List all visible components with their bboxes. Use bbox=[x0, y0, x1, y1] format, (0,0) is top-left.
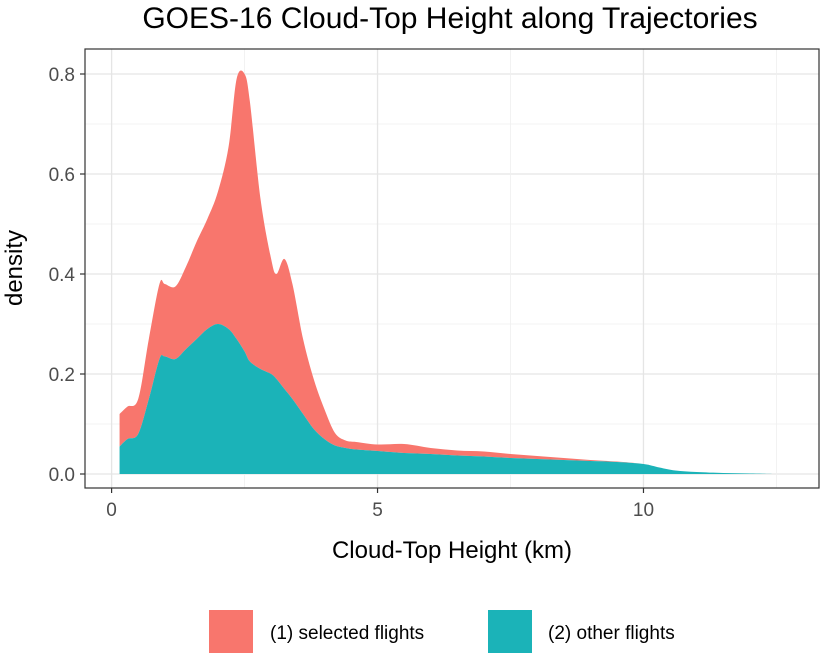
legend: (1) selected flights (2) other flights bbox=[209, 610, 675, 653]
y-tick-label: 0.4 bbox=[49, 265, 76, 286]
y-axis-ticks: 0.0 0.2 0.4 0.6 0.8 bbox=[49, 65, 85, 486]
x-axis-ticks: 0 5 10 bbox=[106, 488, 654, 521]
legend-label-other-flights: (2) other flights bbox=[548, 623, 675, 644]
y-tick-label: 0.6 bbox=[49, 165, 75, 186]
y-axis-label: density bbox=[1, 230, 28, 306]
density-areas bbox=[119, 70, 777, 475]
chart-title: GOES-16 Cloud-Top Height along Trajector… bbox=[142, 2, 757, 35]
area-selected-flights bbox=[119, 70, 777, 475]
x-tick-label: 0 bbox=[106, 500, 117, 521]
x-tick-label: 5 bbox=[372, 500, 383, 521]
x-axis-label: Cloud-Top Height (km) bbox=[332, 537, 572, 564]
legend-label-selected-flights: (1) selected flights bbox=[270, 623, 424, 644]
legend-key-other-flights bbox=[488, 610, 532, 653]
y-tick-label: 0.8 bbox=[49, 65, 75, 86]
y-tick-label: 0.0 bbox=[49, 465, 75, 486]
x-tick-label: 10 bbox=[633, 500, 654, 521]
plot-border bbox=[84, 48, 820, 489]
area-other-flights bbox=[119, 324, 777, 474]
y-tick-label: 0.2 bbox=[49, 365, 75, 386]
legend-key-selected-flights bbox=[209, 610, 253, 653]
